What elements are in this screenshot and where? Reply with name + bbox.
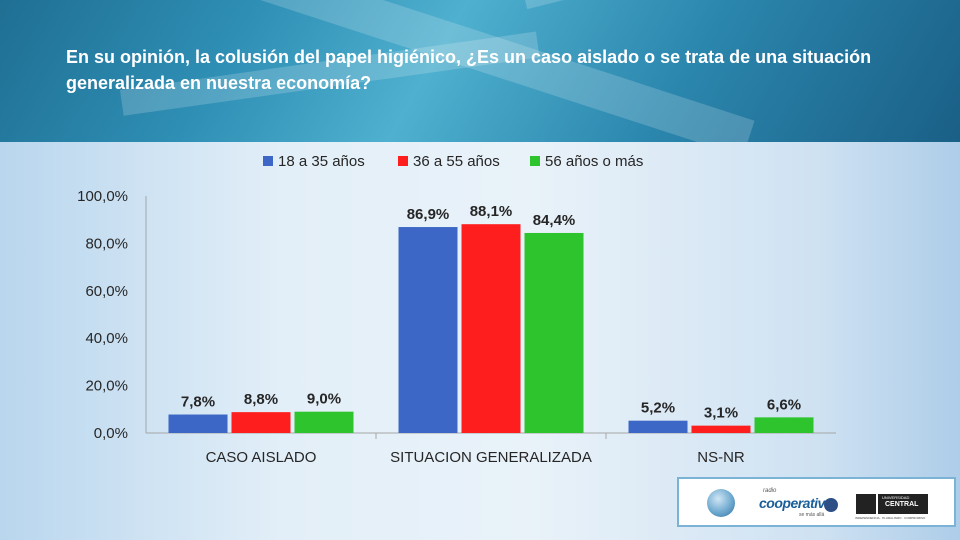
university-label-small: UNIVERSIDAD [882, 495, 910, 500]
y-tick-label: 100,0% [77, 188, 128, 205]
globe-logo-icon [707, 489, 735, 517]
radio-brand-tagline: se más allá [799, 512, 825, 518]
y-tick-label: 60,0% [85, 283, 128, 300]
legend-label-3: 56 años o más [545, 153, 643, 170]
logos-panel: radio cooperativa se más allá UNIVERSIDA… [677, 477, 956, 527]
banner-light-ray [520, 0, 935, 10]
bar-1-1 [168, 414, 228, 433]
data-label: 5,2% [641, 400, 675, 417]
data-label: 8,8% [244, 391, 278, 408]
bar-2-1 [231, 412, 291, 433]
legend-swatch-1 [263, 156, 273, 166]
data-label: 3,1% [704, 405, 738, 422]
x-category-label: SITUACION GENERALIZADA [390, 449, 592, 466]
header-banner: En su opinión, la colusión del papel hig… [0, 0, 960, 142]
university-name: CENTRAL [885, 501, 919, 508]
y-tick-label: 40,0% [85, 330, 128, 347]
university-crest-icon [856, 494, 876, 514]
data-label: 88,1% [470, 203, 513, 220]
bar-3-2 [524, 232, 584, 433]
legend-label-1: 18 a 35 años [278, 153, 365, 170]
data-label: 9,0% [307, 391, 341, 408]
radio-brand-small: radio [763, 488, 777, 494]
bar-1-2 [398, 227, 458, 433]
radio-brand-icon [824, 498, 838, 512]
legend-label-2: 36 a 55 años [413, 153, 500, 170]
data-label: 6,6% [767, 396, 801, 413]
x-category-label: NS-NR [697, 449, 745, 466]
bar-chart: 18 a 35 años 36 a 55 años 56 años o más 0,0… [77, 153, 836, 466]
bar-3-1 [294, 411, 354, 433]
bar-3-3 [754, 417, 814, 433]
data-label: 86,9% [407, 206, 450, 223]
radio-brand-name: cooperativa [759, 495, 833, 511]
data-label: 7,8% [181, 394, 215, 411]
legend-swatch-2 [398, 156, 408, 166]
y-tick-label: 80,0% [85, 235, 128, 252]
bar-2-2 [461, 224, 521, 433]
data-label: 84,4% [533, 212, 576, 229]
y-tick-label: 20,0% [85, 378, 128, 395]
bar-2-3 [691, 425, 751, 433]
university-tagline: INDEPENDENCIA · PLURALISMO · COMPROMISO [855, 516, 926, 520]
legend-swatch-3 [530, 156, 540, 166]
x-category-label: CASO AISLADO [206, 449, 317, 466]
bar-1-3 [628, 420, 688, 433]
page-title: En su opinión, la colusión del papel hig… [66, 47, 872, 93]
university-name-plate [878, 494, 928, 514]
y-tick-label: 0,0% [94, 425, 128, 442]
